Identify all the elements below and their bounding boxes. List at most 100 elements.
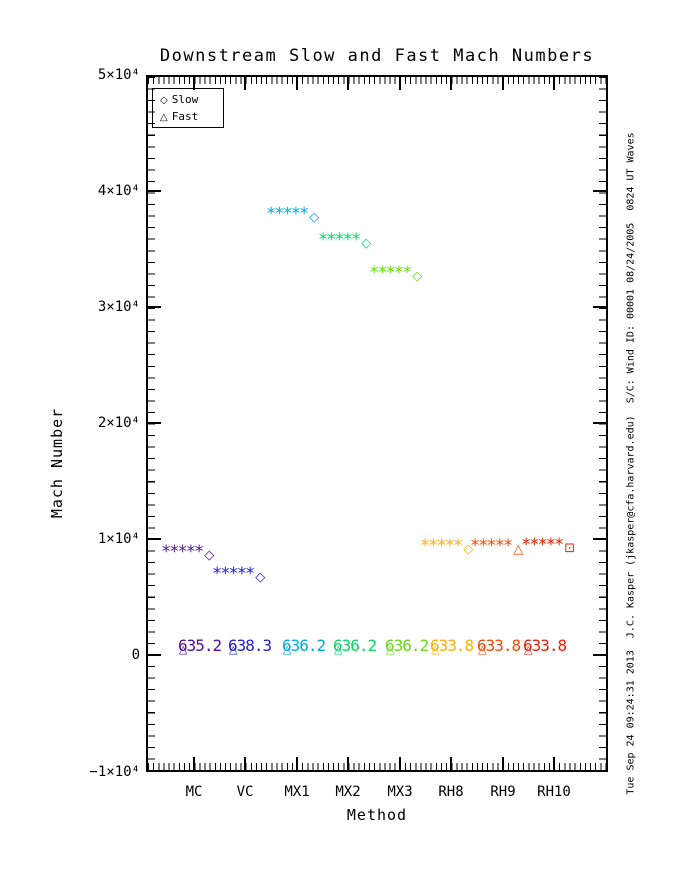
fast-value-label: 636.2 (282, 636, 326, 655)
slow-samples: ***** (470, 536, 513, 556)
slow-samples: ***** (318, 230, 361, 250)
y-major-tick (593, 422, 606, 424)
y-tick-label: 2×10⁴ (97, 415, 140, 431)
x-tick-label: MC (185, 784, 203, 800)
square-dot-marker-icon: ⊡ (564, 541, 576, 556)
triangle-marker-icon: △ (179, 643, 188, 656)
triangle-marker-icon: △ (334, 643, 343, 656)
x-major-tick (296, 77, 298, 90)
slow-cluster-rh10: ***** ⊡ (521, 535, 576, 556)
x-major-tick (296, 757, 298, 770)
triangle-marker-icon: △ (229, 643, 238, 656)
x-major-tick (502, 757, 504, 770)
triangle-marker-icon: △ (524, 643, 533, 656)
diamond-marker-icon: ◇ (361, 236, 372, 251)
y-tick-label: −1×10⁴ (89, 764, 140, 780)
y-major-tick (593, 654, 606, 656)
legend-row-slow: ◇ Slow (160, 92, 223, 109)
slow-samples: ***** (161, 542, 204, 562)
slow-cluster-mx1: ***** ◇ (266, 204, 320, 225)
legend: ◇ Slow △ Fast (152, 88, 224, 128)
plot-area (146, 75, 608, 772)
diamond-marker-icon: ◇ (255, 570, 266, 585)
fast-value-label: 633.8 (477, 636, 521, 655)
x-major-tick (450, 77, 452, 90)
fast-point-rh9: △ 633.8 (477, 636, 521, 656)
fast-point-rh10: △ 633.8 (523, 636, 567, 656)
slow-cluster-mc: ***** ◇ (161, 542, 215, 563)
diamond-marker-icon: ◇ (463, 542, 474, 557)
triangle-marker-icon: △ (386, 643, 395, 656)
x-major-tick (244, 77, 246, 90)
fast-point-mx3: △ 636.2 (385, 636, 429, 656)
triangle-marker-icon: △ (513, 542, 524, 557)
y-tick-label: 4×10⁴ (97, 183, 140, 199)
diamond-marker-icon: ◇ (412, 269, 423, 284)
y-tick-label: 3×10⁴ (97, 299, 140, 315)
x-tick-label: RH9 (490, 784, 516, 800)
x-major-tick (193, 77, 195, 90)
minor-ticks-top (148, 77, 606, 84)
y-major-tick (593, 306, 606, 308)
fast-point-mx2: △ 636.2 (333, 636, 377, 656)
x-major-tick (450, 757, 452, 770)
y-tick-label: 5×10⁴ (97, 67, 140, 83)
diamond-icon: ◇ (160, 95, 168, 106)
x-major-tick (193, 757, 195, 770)
fast-point-mc: △ 635.2 (178, 636, 222, 656)
slow-samples: ***** (420, 536, 463, 556)
y-major-tick (593, 190, 606, 192)
slow-cluster-rh9: ***** △ (470, 536, 524, 557)
fast-point-vc: △ 638.3 (228, 636, 272, 656)
x-major-tick (347, 757, 349, 770)
fast-point-mx1: △ 636.2 (282, 636, 326, 656)
slow-cluster-mx3: ***** ◇ (369, 263, 423, 284)
y-tick-label: 0 (131, 647, 140, 663)
y-major-tick (148, 538, 161, 540)
y-major-tick (593, 538, 606, 540)
y-major-tick (148, 422, 161, 424)
y-tick-label: 1×10⁴ (97, 531, 140, 547)
y-major-tick (148, 654, 161, 656)
x-tick-label: MX2 (335, 784, 361, 800)
triangle-marker-icon: △ (283, 643, 292, 656)
slow-cluster-rh8: ***** ◇ (420, 536, 474, 557)
slow-samples: ***** (212, 564, 255, 584)
y-major-tick (148, 306, 161, 308)
x-major-tick (502, 77, 504, 90)
slow-samples: ***** (369, 263, 412, 283)
slow-cluster-vc: ***** ◇ (212, 564, 266, 585)
x-major-tick (399, 757, 401, 770)
x-axis-title: Method (346, 806, 408, 824)
diamond-marker-icon: ◇ (204, 548, 215, 563)
fast-point-rh8: △ 633.8 (430, 636, 474, 656)
triangle-marker-icon: △ (431, 643, 440, 656)
x-tick-label: RH10 (537, 784, 571, 800)
slow-samples: ***** (521, 535, 564, 555)
annotation-credit-text: Tue Sep 24 09:24:31 2013 J.C. Kasper (jk… (625, 132, 637, 795)
fast-value-label: 638.3 (228, 636, 272, 655)
fast-value-label: 636.2 (333, 636, 377, 655)
diamond-marker-icon: ◇ (309, 210, 320, 225)
legend-row-fast: △ Fast (160, 109, 223, 126)
triangle-icon: △ (160, 112, 168, 123)
plot-title: Downstream Slow and Fast Mach Numbers (159, 46, 595, 66)
x-major-tick (399, 77, 401, 90)
x-tick-label: VC (236, 784, 254, 800)
minor-ticks-bottom (148, 763, 606, 770)
fast-value-label: 633.8 (523, 636, 567, 655)
x-tick-label: MX1 (284, 784, 310, 800)
slow-cluster-mx2: ***** ◇ (318, 230, 372, 251)
y-major-tick (148, 190, 161, 192)
legend-label-fast: Fast (171, 110, 199, 123)
x-major-tick (244, 757, 246, 770)
x-major-tick (553, 757, 555, 770)
slow-samples: ***** (266, 204, 309, 224)
x-major-tick (553, 77, 555, 90)
y-axis-title: Mach Number (48, 407, 66, 519)
fast-value-label: 633.8 (430, 636, 474, 655)
triangle-marker-icon: △ (478, 643, 487, 656)
x-major-tick (347, 77, 349, 90)
fast-value-label: 635.2 (178, 636, 222, 655)
